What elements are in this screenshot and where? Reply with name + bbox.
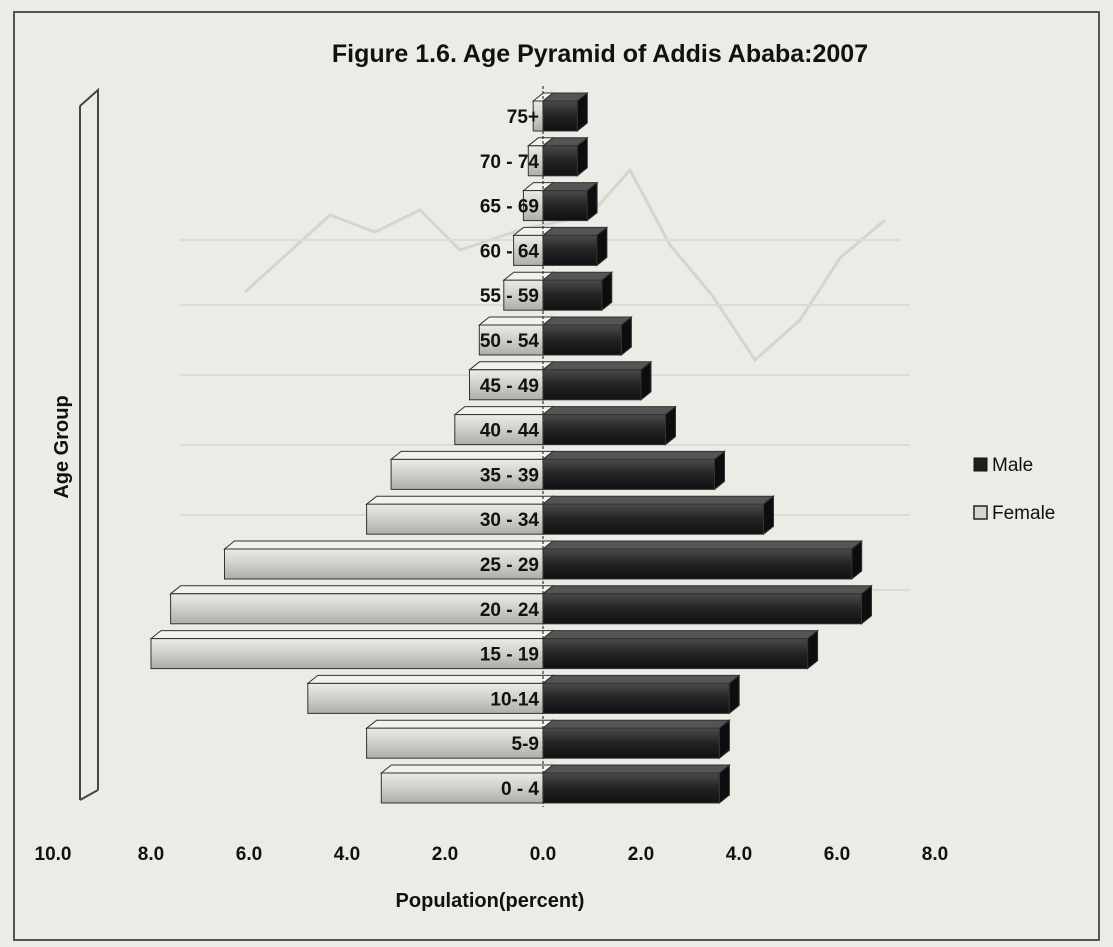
x-tick-label: 2.0 xyxy=(432,844,458,865)
x-tick-label: 8.0 xyxy=(138,844,164,865)
bar-male xyxy=(541,181,599,222)
legend-label-female: Female xyxy=(992,503,1055,524)
category-label: 30 - 34 xyxy=(480,510,540,531)
x-tick-label: 10.0 xyxy=(35,844,72,865)
bar-male xyxy=(541,136,589,177)
category-label: 70 - 74 xyxy=(480,152,540,173)
bar-male xyxy=(541,226,609,267)
bar-male xyxy=(541,495,775,536)
category-label: 40 - 44 xyxy=(480,421,540,442)
bar-male xyxy=(541,450,726,491)
category-label: 60 - 64 xyxy=(480,241,540,262)
bar-female xyxy=(306,674,555,715)
bar-male xyxy=(541,271,614,312)
bar-female xyxy=(169,584,555,625)
bar-female xyxy=(365,719,555,760)
chart-frame xyxy=(13,11,1100,941)
bar-male xyxy=(541,763,731,805)
category-labels: 0 - 4 5-9 10-14 15 - 19 20 - 24 25 - 29 30 - 3… xyxy=(480,107,540,800)
category-label: 5-9 xyxy=(512,734,539,755)
bar-male xyxy=(541,584,873,625)
category-label: 25 - 29 xyxy=(480,555,539,576)
x-tick-label: 6.0 xyxy=(236,844,262,865)
legend-label-male: Male xyxy=(992,455,1033,476)
bars-group xyxy=(149,86,873,807)
bar-male xyxy=(541,629,820,670)
bar-male xyxy=(541,360,653,401)
x-tick-label: 4.0 xyxy=(334,844,360,865)
legend-swatch-female xyxy=(973,505,988,520)
bar-male xyxy=(541,91,589,133)
x-tick-label: 4.0 xyxy=(726,844,752,865)
category-label: 35 - 39 xyxy=(480,465,539,486)
bar-male xyxy=(541,315,633,357)
x-axis-label: Population(percent) xyxy=(396,890,585,912)
y-axis-label: Age Group xyxy=(51,395,73,498)
legend: Male Female xyxy=(973,455,1055,524)
category-label: 0 - 4 xyxy=(501,779,539,800)
bar-male xyxy=(541,719,731,760)
plot-walls xyxy=(79,87,99,801)
chart-title: Figure 1.6. Age Pyramid of Addis Ababa:2… xyxy=(332,40,868,68)
bar-male xyxy=(541,405,677,446)
x-tick-label: 8.0 xyxy=(922,844,948,865)
bar-male xyxy=(541,674,741,715)
category-label: 65 - 69 xyxy=(480,197,539,218)
category-label: 50 - 54 xyxy=(480,331,540,352)
x-tick-label: 6.0 xyxy=(824,844,850,865)
x-tick-label: 2.0 xyxy=(628,844,654,865)
category-label: 45 - 49 xyxy=(480,376,539,397)
x-tick-labels: 10.0 8.0 6.0 4.0 2.0 0.0 2.0 4.0 6.0 8.0 xyxy=(35,844,949,865)
category-label: 75+ xyxy=(507,107,539,128)
category-label: 20 - 24 xyxy=(480,600,540,621)
bar-female xyxy=(223,539,555,581)
category-label: 15 - 19 xyxy=(480,645,539,666)
bar-male xyxy=(541,539,864,581)
x-tick-label: 0.0 xyxy=(530,844,556,865)
legend-swatch-male xyxy=(973,457,988,472)
category-label: 55 - 59 xyxy=(480,286,539,307)
category-label: 10-14 xyxy=(490,689,539,710)
